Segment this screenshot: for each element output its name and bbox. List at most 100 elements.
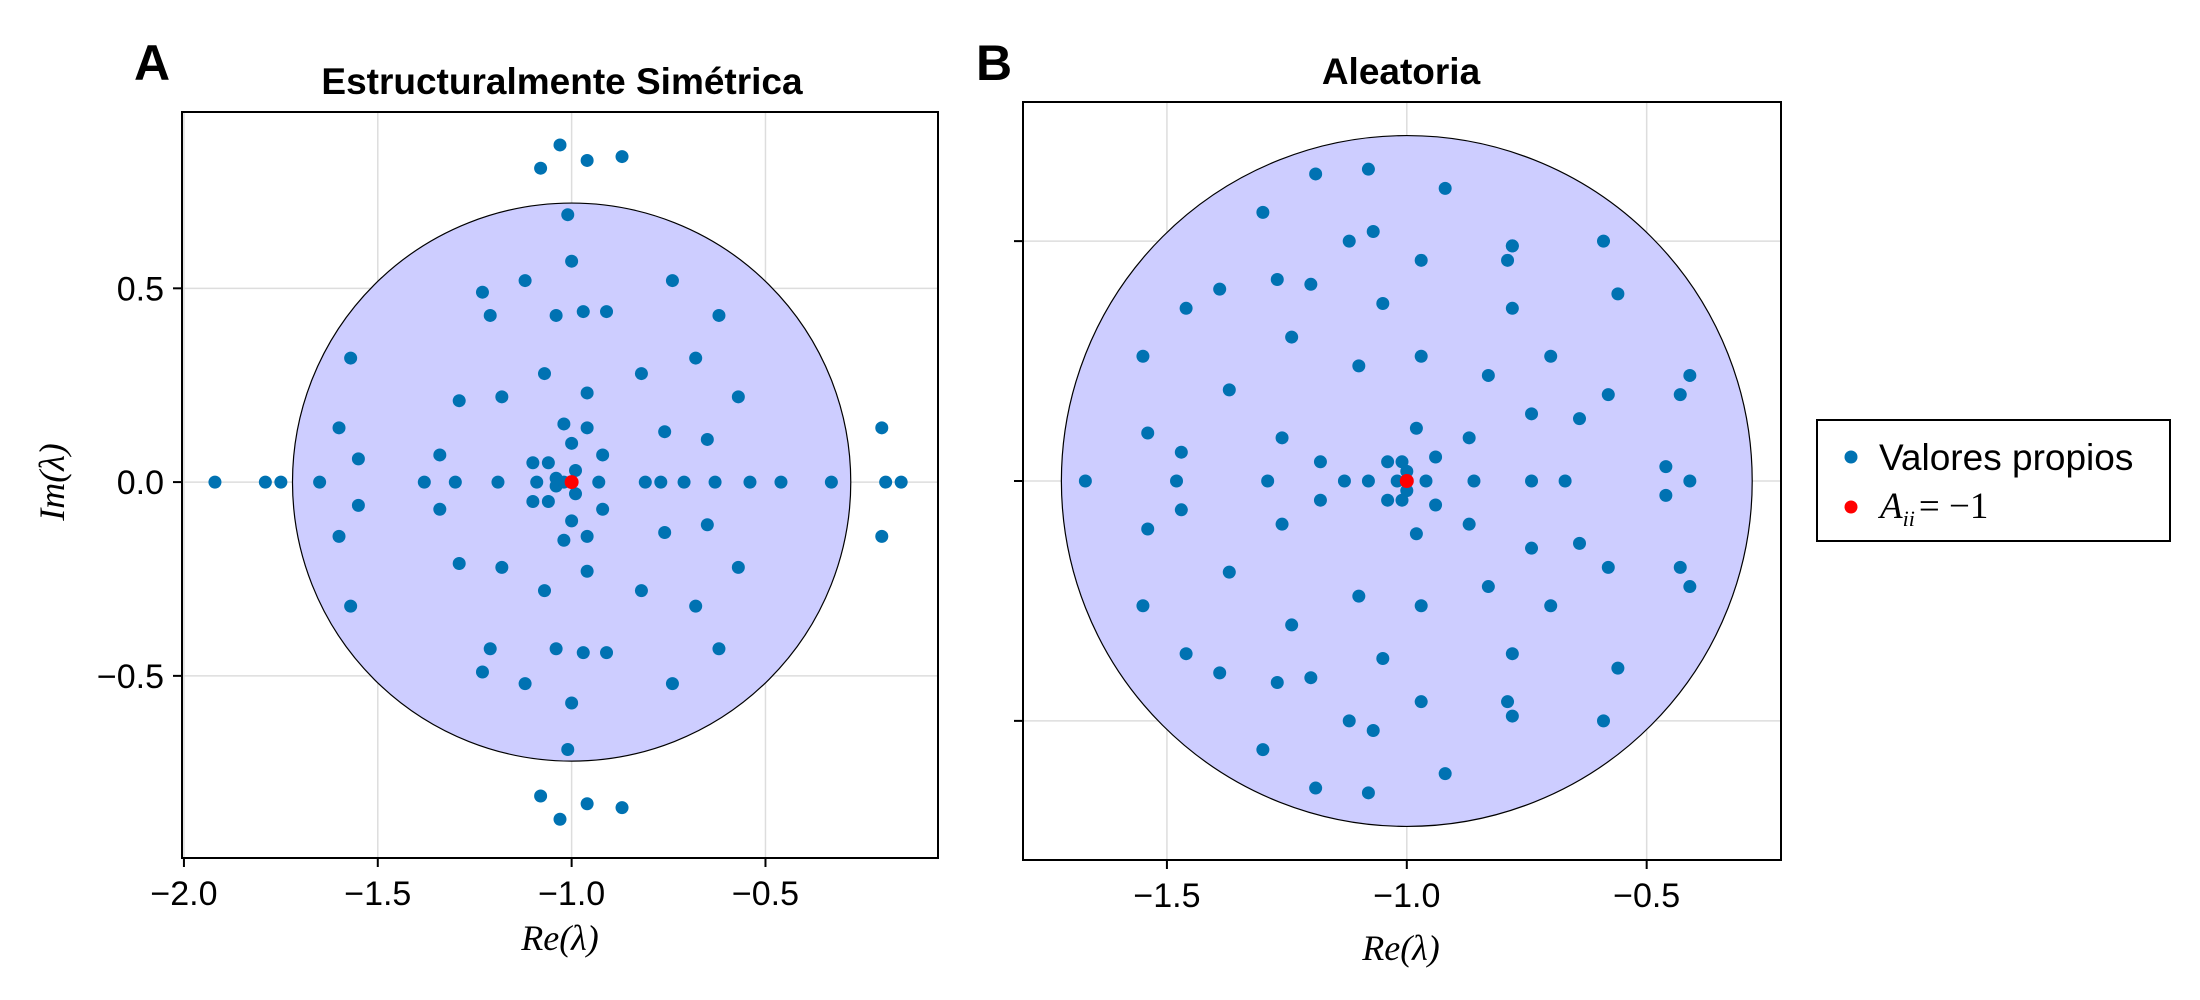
eigenvalue-point — [1683, 368, 1697, 382]
legend-label-aii: Aii = −1 — [1877, 486, 1988, 531]
eigenvalue-point — [1596, 714, 1610, 728]
eigenvalue-point — [1381, 493, 1395, 507]
eigenvalue-point — [1438, 767, 1452, 781]
eigenvalue-point — [615, 801, 629, 815]
eigenvalue-point — [1481, 580, 1495, 594]
eigenvalue-point — [433, 502, 447, 516]
eigenvalue-point — [1419, 474, 1433, 488]
eigenvalue-point — [1414, 253, 1428, 267]
eigenvalue-point — [1596, 234, 1610, 248]
eigenvalue-point — [561, 742, 575, 756]
eigenvalue-point — [208, 475, 222, 489]
panel-b-x-tick-label: −1.0 — [1373, 877, 1440, 915]
eigenvalue-point — [615, 150, 629, 164]
eigenvalue-point — [1558, 474, 1572, 488]
eigenvalue-point — [731, 390, 745, 404]
eigenvalue-point — [495, 390, 509, 404]
eigenvalue-point — [1505, 709, 1519, 723]
eigenvalue-point — [658, 525, 672, 539]
eigenvalue-point — [569, 463, 583, 477]
eigenvalue-point — [1414, 695, 1428, 709]
eigenvalue-point — [677, 475, 691, 489]
eigenvalue-point — [1361, 162, 1375, 176]
eigenvalue-point — [1170, 474, 1184, 488]
eigenvalue-point — [689, 351, 703, 365]
eigenvalue-point — [313, 475, 327, 489]
eigenvalue-point — [537, 367, 551, 381]
eigenvalue-point — [1141, 426, 1155, 440]
eigenvalue-point — [712, 308, 726, 322]
eigenvalue-point — [452, 556, 466, 570]
panel-b-y-ticks — [1014, 240, 1023, 722]
panel-b-points — [1078, 162, 1697, 800]
eigenvalue-point — [1505, 239, 1519, 253]
panel-letter-a: A — [134, 35, 170, 91]
eigenvalue-point — [1275, 431, 1289, 445]
eigenvalue-point — [344, 599, 358, 613]
eigenvalue-point — [1270, 273, 1284, 287]
eigenvalue-point — [557, 533, 571, 547]
eigenvalue-point — [1174, 503, 1188, 517]
panel-b: B Aleatoria −1.5 −1.0 −0.5 Re(λ) — [976, 35, 1782, 968]
eigenvalue-point — [452, 394, 466, 408]
panel-a-y-axis-label: Im(λ) — [32, 443, 72, 522]
eigenvalue-point — [1395, 493, 1409, 507]
eigenvalue-point — [665, 677, 679, 691]
eigenvalue-point — [1376, 652, 1390, 666]
eigenvalue-point — [475, 285, 489, 299]
eigenvalue-point — [1400, 464, 1414, 478]
eigenvalue-point — [1261, 474, 1275, 488]
eigenvalue-point — [1611, 661, 1625, 675]
eigenvalue-point — [1501, 253, 1515, 267]
eigenvalue-point — [1525, 407, 1539, 421]
eigenvalue-point — [1179, 647, 1193, 661]
eigenvalue-point — [541, 494, 555, 508]
legend-label-aii-sub: ii — [1903, 506, 1915, 531]
eigenvalue-point — [879, 475, 893, 489]
eigenvalue-point — [824, 475, 838, 489]
eigenvalue-point — [658, 425, 672, 439]
eigenvalue-point — [1078, 474, 1092, 488]
eigenvalue-point — [1366, 723, 1380, 737]
eigenvalue-point — [708, 475, 722, 489]
eigenvalue-point — [1462, 517, 1476, 531]
eigenvalue-point — [534, 789, 548, 803]
eigenvalue-point — [258, 475, 272, 489]
eigenvalue-point — [1270, 675, 1284, 689]
eigenvalue-point — [553, 812, 567, 826]
eigenvalue-point — [654, 475, 668, 489]
eigenvalue-point — [1525, 541, 1539, 555]
eigenvalue-point — [1213, 282, 1227, 296]
eigenvalue-point — [1659, 460, 1673, 474]
eigenvalue-point — [530, 475, 544, 489]
eigenvalue-point — [1213, 666, 1227, 680]
eigenvalue-point — [665, 274, 679, 288]
eigenvalue-point — [580, 386, 594, 400]
panel-a-y-tick-label: 0.0 — [117, 464, 164, 502]
eigenvalue-point — [1481, 368, 1495, 382]
panel-b-x-tick-label: −0.5 — [1613, 877, 1680, 915]
eigenvalue-point — [565, 696, 579, 710]
eigenvalue-point — [1256, 205, 1270, 219]
eigenvalue-point — [332, 421, 346, 435]
panel-a-title: Estructuralmente Simétrica — [321, 61, 803, 102]
eigenvalue-point — [875, 529, 889, 543]
eigenvalue-point — [491, 475, 505, 489]
eigenvalue-point — [731, 560, 745, 574]
eigenvalue-point — [1313, 493, 1327, 507]
eigenvalue-point — [1366, 225, 1380, 239]
eigenvalue-point — [580, 421, 594, 435]
eigenvalue-point — [483, 642, 497, 656]
eigenvalue-point — [1309, 167, 1323, 181]
panel-a-points — [208, 138, 908, 826]
eigenvalue-point — [743, 475, 757, 489]
eigenvalue-point — [1141, 522, 1155, 536]
eigenvalue-point — [774, 475, 788, 489]
eigenvalue-point — [1342, 234, 1356, 248]
eigenvalue-point — [1601, 388, 1615, 402]
eigenvalue-point — [1673, 388, 1687, 402]
eigenvalue-point — [1409, 421, 1423, 435]
eigenvalue-point — [638, 475, 652, 489]
eigenvalue-point — [1222, 383, 1236, 397]
legend-label-aii-base: A — [1877, 486, 1903, 527]
